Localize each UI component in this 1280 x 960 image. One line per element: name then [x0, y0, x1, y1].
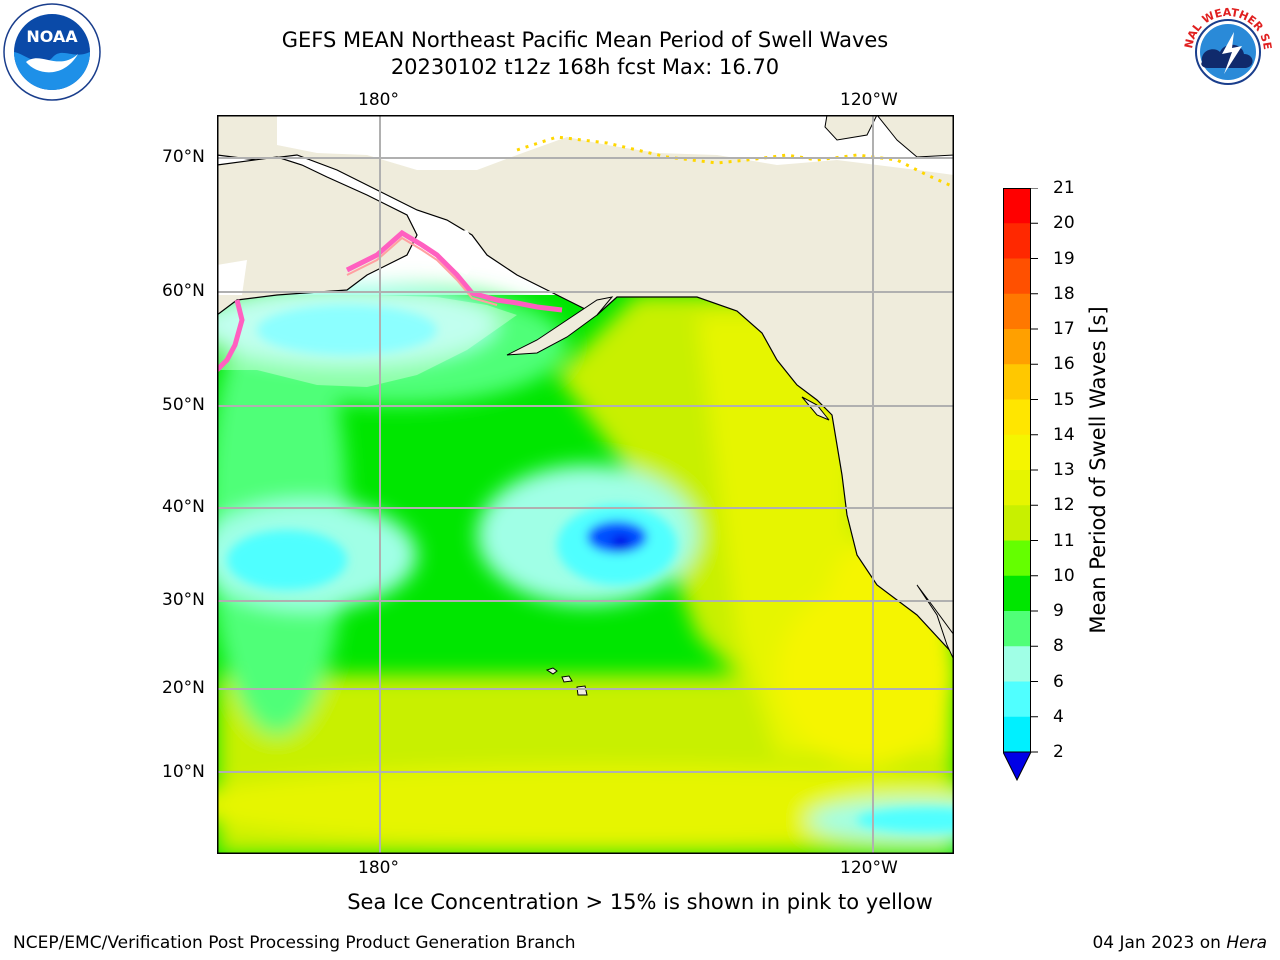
colorbar-tick-label: 13 — [1053, 460, 1075, 480]
colorbar-swatches — [1002, 187, 1038, 782]
lat-label-70n: 70°N — [162, 147, 205, 167]
colorbar-tick-label: 6 — [1053, 671, 1064, 692]
colorbar-tick-label: 18 — [1053, 283, 1075, 304]
lon-label-bottom-120w: 120°W — [840, 858, 898, 878]
colorbar-tick-label: 15 — [1053, 389, 1075, 410]
colorbar-extension — [1002, 751, 1032, 782]
colorbar-band — [1003, 223, 1031, 259]
lon-label-top-120w: 120°W — [840, 90, 898, 110]
colorbar-tick-label: 9 — [1053, 601, 1064, 621]
lat-label-60n: 60°N — [162, 281, 205, 301]
colorbar-tick-label: 10 — [1053, 565, 1075, 586]
colorbar-band — [1003, 681, 1031, 718]
colorbar-tick-label: 16 — [1053, 354, 1075, 375]
colorbar-tick-label: 21 — [1053, 178, 1075, 198]
colorbar-tick-label: 11 — [1053, 530, 1075, 551]
lat-label-50n: 50°N — [162, 395, 205, 415]
footer-date: 04 Jan 2023 on Hera — [1092, 933, 1267, 953]
colorbar-border — [1003, 188, 1031, 753]
colorbar-tick-label: 20 — [1053, 213, 1075, 234]
footer-organization: NCEP/EMC/Verification Post Processing Pr… — [13, 933, 576, 953]
colorbar-band — [1003, 470, 1031, 506]
colorbar-tick-label: 17 — [1053, 319, 1075, 339]
map-panel — [217, 115, 954, 854]
chart-title: GEFS MEAN Northeast Pacific Mean Period … — [281, 28, 889, 52]
colorbar-tick-label: 4 — [1053, 706, 1064, 727]
colorbar-tick-label: 8 — [1053, 636, 1064, 657]
colorbar-tick-label: 12 — [1053, 495, 1075, 516]
colorbar-band — [1003, 188, 1031, 224]
colorbar-tick-label: 14 — [1053, 424, 1075, 445]
lat-label-10n: 10°N — [162, 762, 205, 782]
footer-date-text: 04 Jan 2023 on — [1092, 933, 1227, 953]
colorbar-band — [1003, 540, 1031, 577]
colorbar-band — [1003, 399, 1031, 436]
colorbar-tick-label: 2 — [1053, 742, 1064, 762]
footer-machine: Hera — [1226, 933, 1267, 953]
lat-label-40n: 40°N — [162, 497, 205, 517]
colorbar-tick-label: 19 — [1053, 248, 1075, 269]
lat-label-20n: 20°N — [162, 678, 205, 698]
colorbar-band — [1003, 575, 1031, 612]
lon-label-top-180: 180° — [358, 90, 399, 110]
colorbar-title: Mean Period of Swell Waves [s] — [1086, 306, 1110, 634]
sea-ice-note: Sea Ice Concentration > 15% is shown in … — [347, 890, 933, 914]
colorbar-band — [1003, 611, 1031, 647]
colorbar-band — [1003, 646, 1031, 682]
noaa-logo: NOAA — [2, 2, 102, 106]
nws-logo: NATIONAL WEATHER SERVICE — [1173, 0, 1278, 106]
chart-subtitle: 20230102 t12z 168h fcst Max: 16.70 — [390, 55, 780, 79]
colorbar-band — [1003, 505, 1031, 541]
colorbar-band — [1003, 293, 1031, 330]
lat-label-30n: 30°N — [162, 590, 205, 610]
colorbar-band — [1003, 434, 1031, 471]
lon-label-bottom-180: 180° — [358, 858, 399, 878]
colorbar-band — [1003, 364, 1031, 400]
map-canvas — [217, 115, 954, 854]
colorbar — [1002, 187, 1047, 792]
svg-text:NOAA: NOAA — [26, 27, 78, 46]
colorbar-band — [1003, 258, 1031, 295]
colorbar-band — [1003, 716, 1031, 753]
colorbar-band — [1003, 329, 1031, 365]
